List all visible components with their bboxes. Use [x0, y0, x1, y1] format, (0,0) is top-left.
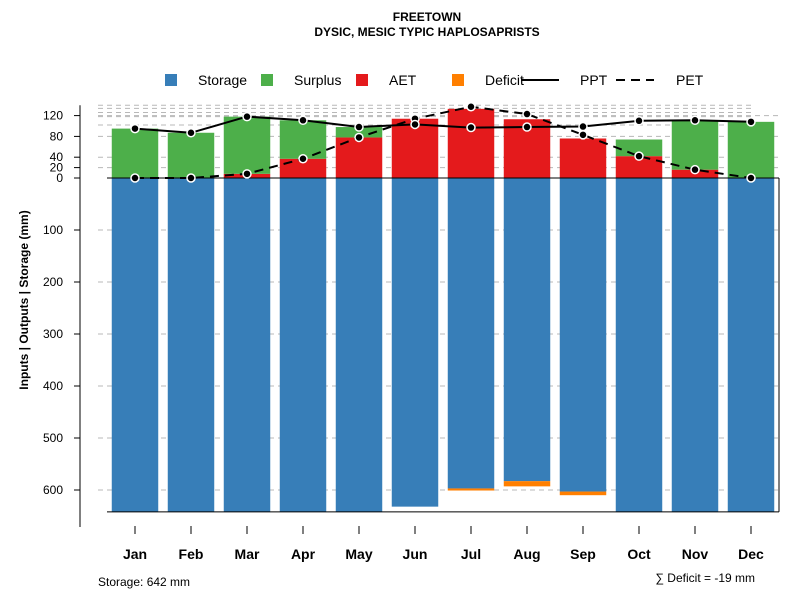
pet-point [130, 173, 140, 183]
aet-bar [615, 156, 663, 178]
x-tick-label: Apr [291, 546, 316, 562]
y-tick-label: 300 [43, 327, 63, 341]
ppt-point [466, 122, 476, 133]
x-tick-label: Dec [738, 546, 764, 562]
series-lines [130, 102, 756, 183]
x-axis: Jan Feb Mar Apr May Jun Jul Aug Sep Oct Nov Dec [123, 526, 764, 562]
y-tick-label: 20 [50, 161, 64, 175]
aet-bar [447, 108, 495, 178]
legend-swatch [356, 74, 368, 86]
deficit-bar [559, 491, 607, 496]
ppt-point [130, 123, 140, 134]
y-tick-label: 200 [43, 275, 63, 289]
x-tick-label: Jan [123, 546, 147, 562]
legend-swatch [261, 74, 273, 86]
legend-label: PET [676, 72, 704, 88]
pet-point [634, 151, 644, 161]
pet-point [746, 173, 756, 183]
pet-point [522, 109, 532, 119]
storage-bar [615, 178, 663, 512]
aet-bar [559, 138, 607, 178]
surplus-bar [671, 120, 719, 170]
x-tick-label: Oct [627, 546, 651, 562]
storage-bar [391, 178, 439, 507]
legend: Storage Surplus AET Deficit PPT PET [165, 72, 704, 88]
pet-line [135, 105, 752, 179]
ppt-point [186, 128, 196, 138]
storage-bar [559, 178, 607, 492]
surplus-bar [223, 116, 271, 174]
chart-subtitle: DYSIC, MESIC TYPIC HAPLOSAPRISTS [314, 25, 539, 39]
y-tick-label: 100 [43, 223, 63, 237]
deficit-bar [447, 488, 495, 491]
x-tick-label: Jul [461, 546, 481, 562]
surplus-bar [111, 128, 159, 178]
storage-bar [727, 178, 775, 512]
surplus-bar [335, 127, 383, 138]
surplus-bar [167, 132, 215, 178]
ppt-point [634, 116, 644, 126]
legend-swatch [165, 74, 177, 86]
y-tick-label: 120 [43, 109, 63, 123]
ppt-point [522, 122, 532, 132]
legend-label: Surplus [294, 72, 341, 88]
ppt-line [134, 115, 752, 134]
pet-point [354, 132, 364, 143]
legend-swatch [452, 74, 464, 86]
deficit-bar [503, 481, 551, 487]
legend-label: AET [389, 72, 417, 88]
pet-point [186, 173, 196, 183]
y-tick-label: 40 [50, 150, 64, 164]
ppt-point [410, 119, 420, 130]
y-axis-label: Inputs | Outputs | Storage (mm) [17, 210, 31, 389]
ppt-point [746, 117, 756, 127]
legend-label: Deficit [485, 72, 524, 88]
x-tick-label: Jun [403, 546, 428, 562]
chart-title: FREETOWN [393, 10, 461, 24]
ppt-point [354, 122, 364, 132]
storage-note: Storage: 642 mm [98, 575, 190, 589]
storage-bar [111, 178, 159, 512]
deficit-note: ∑ Deficit = -19 mm [655, 571, 755, 585]
ppt-point [298, 115, 308, 126]
y-tick-label: 600 [43, 483, 63, 497]
ppt-point [242, 111, 252, 122]
aet-bar [279, 158, 327, 178]
surplus-bar [727, 121, 775, 178]
storage-bar [167, 178, 215, 512]
x-tick-label: Sep [570, 546, 596, 562]
storage-bar [503, 178, 551, 482]
pet-point [466, 102, 476, 112]
y-tick-label: 80 [50, 129, 64, 143]
ppt-point [578, 121, 588, 132]
pet-point [242, 169, 252, 179]
x-tick-label: Nov [682, 546, 709, 562]
legend-label: Storage [198, 72, 247, 88]
storage-bar [447, 178, 495, 489]
ppt-point [690, 115, 700, 126]
bars [107, 108, 780, 513]
y-tick-label: 400 [43, 379, 63, 393]
x-tick-label: Aug [513, 546, 540, 562]
storage-bar [671, 178, 719, 512]
pet-point [298, 154, 308, 164]
pet-point [690, 164, 700, 175]
storage-bar [335, 178, 383, 512]
storage-bar [223, 178, 271, 512]
y-tick-label: 500 [43, 431, 63, 445]
storage-bar [279, 178, 327, 512]
x-tick-label: Mar [235, 546, 260, 562]
pet-point [578, 130, 588, 140]
legend-label: PPT [580, 72, 608, 88]
y-tick-label: 0 [56, 171, 63, 185]
x-tick-label: May [345, 546, 372, 562]
x-tick-label: Feb [179, 546, 204, 562]
